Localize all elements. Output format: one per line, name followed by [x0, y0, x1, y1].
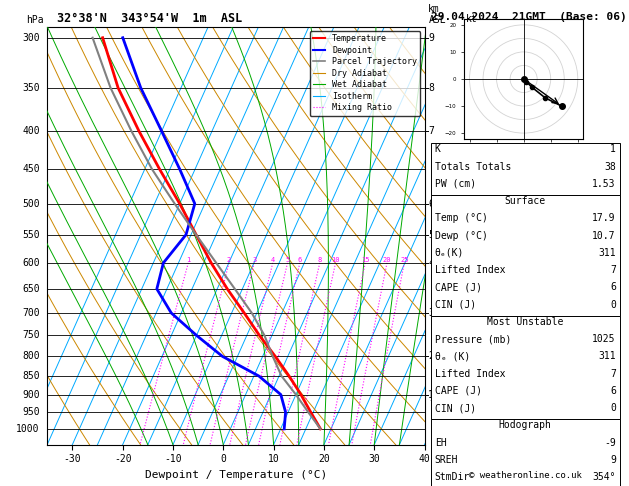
Text: hPa: hPa [26, 15, 44, 25]
Text: Surface: Surface [504, 196, 546, 206]
Text: 3: 3 [428, 308, 434, 318]
Text: 3: 3 [252, 257, 257, 263]
Text: 38: 38 [604, 161, 616, 172]
Text: SREH: SREH [435, 455, 458, 465]
Text: ¹LCL: ¹LCL [428, 397, 450, 406]
Text: K: K [435, 144, 440, 155]
Text: 32°38'N  343°54'W  1m  ASL: 32°38'N 343°54'W 1m ASL [57, 12, 242, 25]
Text: 400: 400 [22, 126, 40, 136]
Text: CAPE (J): CAPE (J) [435, 386, 482, 396]
Text: θₑ (K): θₑ (K) [435, 351, 470, 362]
Text: © weatheronline.co.uk: © weatheronline.co.uk [469, 471, 582, 480]
Text: PW (cm): PW (cm) [435, 179, 476, 189]
Text: 10: 10 [331, 257, 340, 263]
Text: 500: 500 [22, 199, 40, 208]
X-axis label: Dewpoint / Temperature (°C): Dewpoint / Temperature (°C) [145, 470, 327, 480]
Text: 950: 950 [22, 407, 40, 417]
Text: 300: 300 [22, 33, 40, 43]
Text: Totals Totals: Totals Totals [435, 161, 511, 172]
Text: 1: 1 [428, 390, 434, 399]
Text: 311: 311 [598, 351, 616, 362]
Text: 450: 450 [22, 164, 40, 174]
Text: Mixing Ratio (g/kg): Mixing Ratio (g/kg) [441, 218, 450, 320]
Text: 0: 0 [610, 299, 616, 310]
Text: 850: 850 [22, 371, 40, 381]
Text: 350: 350 [22, 83, 40, 93]
Text: 20: 20 [383, 257, 391, 263]
Text: 17.9: 17.9 [593, 213, 616, 224]
Text: Hodograph: Hodograph [499, 420, 552, 431]
Text: 29.04.2024  21GMT  (Base: 06): 29.04.2024 21GMT (Base: 06) [431, 12, 626, 22]
Text: 1025: 1025 [593, 334, 616, 344]
Text: θₑ(K): θₑ(K) [435, 248, 464, 258]
Text: 10.7: 10.7 [593, 230, 616, 241]
Text: 8: 8 [428, 83, 434, 93]
Text: 2: 2 [428, 351, 434, 362]
Text: 5: 5 [428, 230, 434, 240]
Text: Dewp (°C): Dewp (°C) [435, 230, 487, 241]
Text: 650: 650 [22, 284, 40, 294]
Text: 9: 9 [428, 33, 434, 43]
Text: Pressure (mb): Pressure (mb) [435, 334, 511, 344]
Text: 7: 7 [428, 126, 434, 136]
Text: 900: 900 [22, 390, 40, 399]
Text: 0: 0 [610, 403, 616, 413]
Legend: Temperature, Dewpoint, Parcel Trajectory, Dry Adiabat, Wet Adiabat, Isotherm, Mi: Temperature, Dewpoint, Parcel Trajectory… [309, 31, 420, 116]
Text: -9: -9 [604, 437, 616, 448]
Text: 1: 1 [610, 144, 616, 155]
Text: CIN (J): CIN (J) [435, 299, 476, 310]
Text: 15: 15 [361, 257, 369, 263]
Text: Most Unstable: Most Unstable [487, 317, 564, 327]
Text: 6: 6 [610, 282, 616, 293]
Text: Lifted Index: Lifted Index [435, 265, 505, 275]
Text: 1000: 1000 [16, 424, 40, 434]
Text: 750: 750 [22, 330, 40, 340]
Text: CIN (J): CIN (J) [435, 403, 476, 413]
Text: 1.53: 1.53 [593, 179, 616, 189]
Text: 700: 700 [22, 308, 40, 318]
Text: 550: 550 [22, 230, 40, 240]
Text: 600: 600 [22, 258, 40, 268]
Text: 6: 6 [298, 257, 302, 263]
Text: 9: 9 [610, 455, 616, 465]
Text: 4: 4 [428, 258, 434, 268]
Text: 25: 25 [400, 257, 408, 263]
Text: 1: 1 [186, 257, 191, 263]
Text: 7: 7 [610, 265, 616, 275]
Text: km
ASL: km ASL [428, 4, 446, 25]
Text: 354°: 354° [593, 472, 616, 482]
Text: StmDir: StmDir [435, 472, 470, 482]
Text: 5: 5 [286, 257, 289, 263]
Text: EH: EH [435, 437, 447, 448]
Text: 6: 6 [428, 199, 434, 208]
Text: 8: 8 [318, 257, 322, 263]
Text: CAPE (J): CAPE (J) [435, 282, 482, 293]
Text: kt: kt [465, 14, 477, 24]
Text: 7: 7 [610, 368, 616, 379]
Text: Temp (°C): Temp (°C) [435, 213, 487, 224]
Text: 311: 311 [598, 248, 616, 258]
Text: Lifted Index: Lifted Index [435, 368, 505, 379]
Text: 2: 2 [227, 257, 231, 263]
Text: 800: 800 [22, 351, 40, 362]
Text: 4: 4 [270, 257, 275, 263]
Text: 6: 6 [610, 386, 616, 396]
